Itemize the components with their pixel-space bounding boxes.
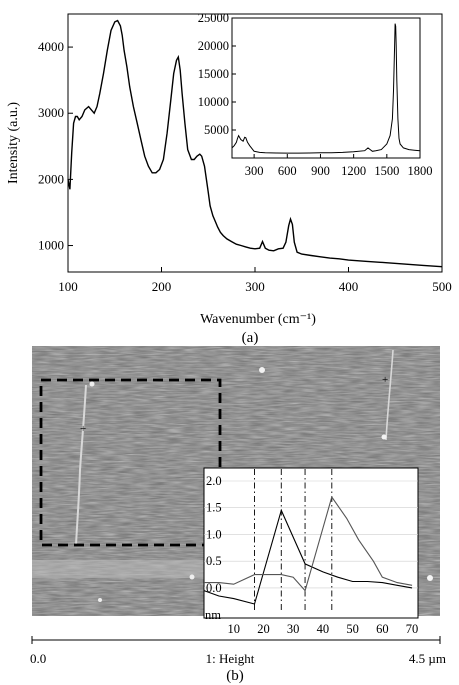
inset-x-tick-label: 1800 <box>408 164 433 178</box>
panel-a-label: (a) <box>242 330 259 346</box>
profile-y-unit: nm <box>205 608 221 622</box>
selection-box <box>39 378 222 547</box>
profile-line <box>203 508 413 605</box>
scale-end: 4.5 µm <box>409 651 446 666</box>
nanotube-right <box>385 349 394 441</box>
profile-y-tick-label: 2.0 <box>206 474 222 488</box>
x-axis-label: Wavenumber (cm⁻¹) <box>200 312 316 327</box>
inset-x-tick-label: 600 <box>278 164 297 178</box>
inset-y-tick-label: 10000 <box>198 95 229 109</box>
particle <box>89 381 95 387</box>
spectrum-line <box>67 19 443 268</box>
profile-y-tick-label: 0.5 <box>206 554 222 568</box>
full-spectrum-inset: 300 600 900 1200 1500 1800 5000 10000 15000 20000… <box>198 11 433 178</box>
profile-y-tick-label: 1.0 <box>206 527 222 541</box>
profile-x-tick-label: 40 <box>317 622 330 636</box>
inset-y-tick-label: 15000 <box>198 67 229 81</box>
particle <box>189 574 195 580</box>
particle <box>259 367 265 373</box>
y-tick-label: 3000 <box>38 105 64 120</box>
inset-x-tick-label: 1500 <box>374 164 399 178</box>
scale-title: 1: Height <box>206 651 255 666</box>
y-tick-label: 1000 <box>38 238 64 253</box>
x-tick-label: 300 <box>245 279 265 294</box>
scale-bar: 0.0 1: Height 4.5 µm <box>30 636 446 666</box>
profile-x-tick-label: 10 <box>227 622 240 636</box>
y-tick-label: 4000 <box>38 39 64 54</box>
afm-cursor-left: + <box>80 423 86 435</box>
profile-x-tick-label: 20 <box>257 622 270 636</box>
nanotube-left <box>75 384 87 546</box>
profile-x-tick-label: 70 <box>406 622 419 636</box>
inset-y-tick-label: 25000 <box>198 11 229 25</box>
y-tick-label: 2000 <box>38 171 64 186</box>
particle <box>381 434 387 440</box>
scale-start: 0.0 <box>30 651 46 666</box>
inset-x-tick-label: 900 <box>311 164 330 178</box>
inset-x-tick-label: 300 <box>245 164 264 178</box>
raman-spectrum-chart: 100 200 300 400 500 1000 2000 3000 4000 Intensit… <box>6 13 452 346</box>
profile-line <box>204 495 413 592</box>
afm-bright-band <box>32 560 212 578</box>
panel-b-label: (b) <box>226 668 244 684</box>
profile-inset-frame <box>203 467 419 619</box>
height-profile-inset: 0.0 0.5 1.0 1.5 2.0 10 20 30 40 50 60 70 nm <box>203 467 419 636</box>
inset-y-tick-label: 5000 <box>204 123 229 137</box>
particle <box>98 598 102 602</box>
inset-frame <box>231 17 421 159</box>
profile-x-tick-label: 30 <box>287 622 300 636</box>
inset-y-tick-label: 20000 <box>198 39 229 53</box>
afm-cursor-right: + <box>382 374 388 386</box>
x-tick-label: 200 <box>152 279 172 294</box>
y-axis-label: Intensity (a.u.) <box>6 102 21 184</box>
profile-y-tick-label: 1.5 <box>206 501 222 515</box>
inset-x-tick-label: 1200 <box>341 164 366 178</box>
profile-x-tick-label: 60 <box>376 622 389 636</box>
x-tick-label: 500 <box>432 279 452 294</box>
inset-spectrum-line <box>231 23 421 154</box>
particle <box>427 575 433 581</box>
x-tick-label: 100 <box>58 279 78 294</box>
x-tick-label: 400 <box>339 279 359 294</box>
profile-x-tick-label: 50 <box>346 622 359 636</box>
profile-y-tick-label: 0.0 <box>206 581 222 595</box>
